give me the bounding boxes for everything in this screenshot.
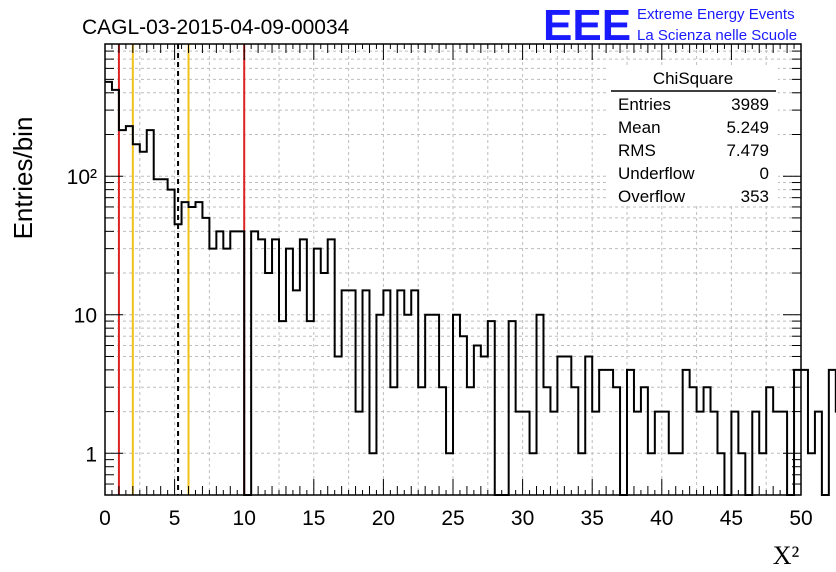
stats-row-value: 0 [760, 164, 769, 183]
stats-row-value: 353 [741, 187, 769, 206]
x-tick-label: 0 [99, 507, 111, 530]
stats-row-label: Entries [618, 95, 671, 114]
reference-lines [117, 44, 246, 495]
y-axis: 1 10 10² [67, 50, 801, 496]
x-tick-label: 5 [169, 507, 181, 530]
stats-row-label: Mean [618, 118, 661, 137]
x-tick-label: 30 [511, 507, 534, 530]
x-tick-label: 20 [372, 507, 395, 530]
eee-logo-line1: Extreme Energy Events [637, 6, 795, 23]
x-tick-label: 35 [581, 507, 604, 530]
y-axis-title: Entries/bin [8, 117, 38, 240]
eee-logo-mark: EEE [543, 1, 631, 50]
stats-row-label: RMS [618, 141, 656, 160]
x-tick-label: 15 [302, 507, 325, 530]
x-tick-label: 25 [441, 507, 464, 530]
x-axis: 0 5 10 15 20 25 30 35 40 45 50 [99, 44, 813, 530]
y-tick-label: 10² [67, 166, 97, 189]
stats-row-value: 3989 [731, 95, 769, 114]
x-axis-title: X² [773, 541, 800, 570]
stats-row-label: Overflow [618, 187, 686, 206]
stats-box-background [608, 66, 778, 206]
x-tick-label: 50 [789, 507, 812, 530]
stats-row-label: Underflow [618, 164, 695, 183]
x-tick-label: 45 [720, 507, 743, 530]
x-tick-label: 40 [650, 507, 673, 530]
stats-row-value: 5.249 [726, 118, 769, 137]
x-tick-label: 10 [233, 507, 256, 530]
stats-rows: Entries 3989 Mean 5.249 RMS 7.479 Underflow 0 Ov… [618, 95, 769, 206]
stats-row-value: 7.479 [726, 141, 769, 160]
y-tick-label: 10 [74, 305, 97, 328]
stats-box: ChiSquare Entries 3989 Mean 5.249 RMS 7.479 Un… [608, 66, 778, 206]
chart-title: CAGL-03-2015-04-09-00034 [82, 16, 350, 39]
stats-box-title: ChiSquare [653, 69, 733, 88]
eee-logo-line2: La Scienza nelle Scuole [637, 27, 797, 44]
eee-logo: EEE Extreme Energy Events La Scienza nel… [543, 1, 797, 50]
y-tick-label: 1 [85, 443, 97, 466]
